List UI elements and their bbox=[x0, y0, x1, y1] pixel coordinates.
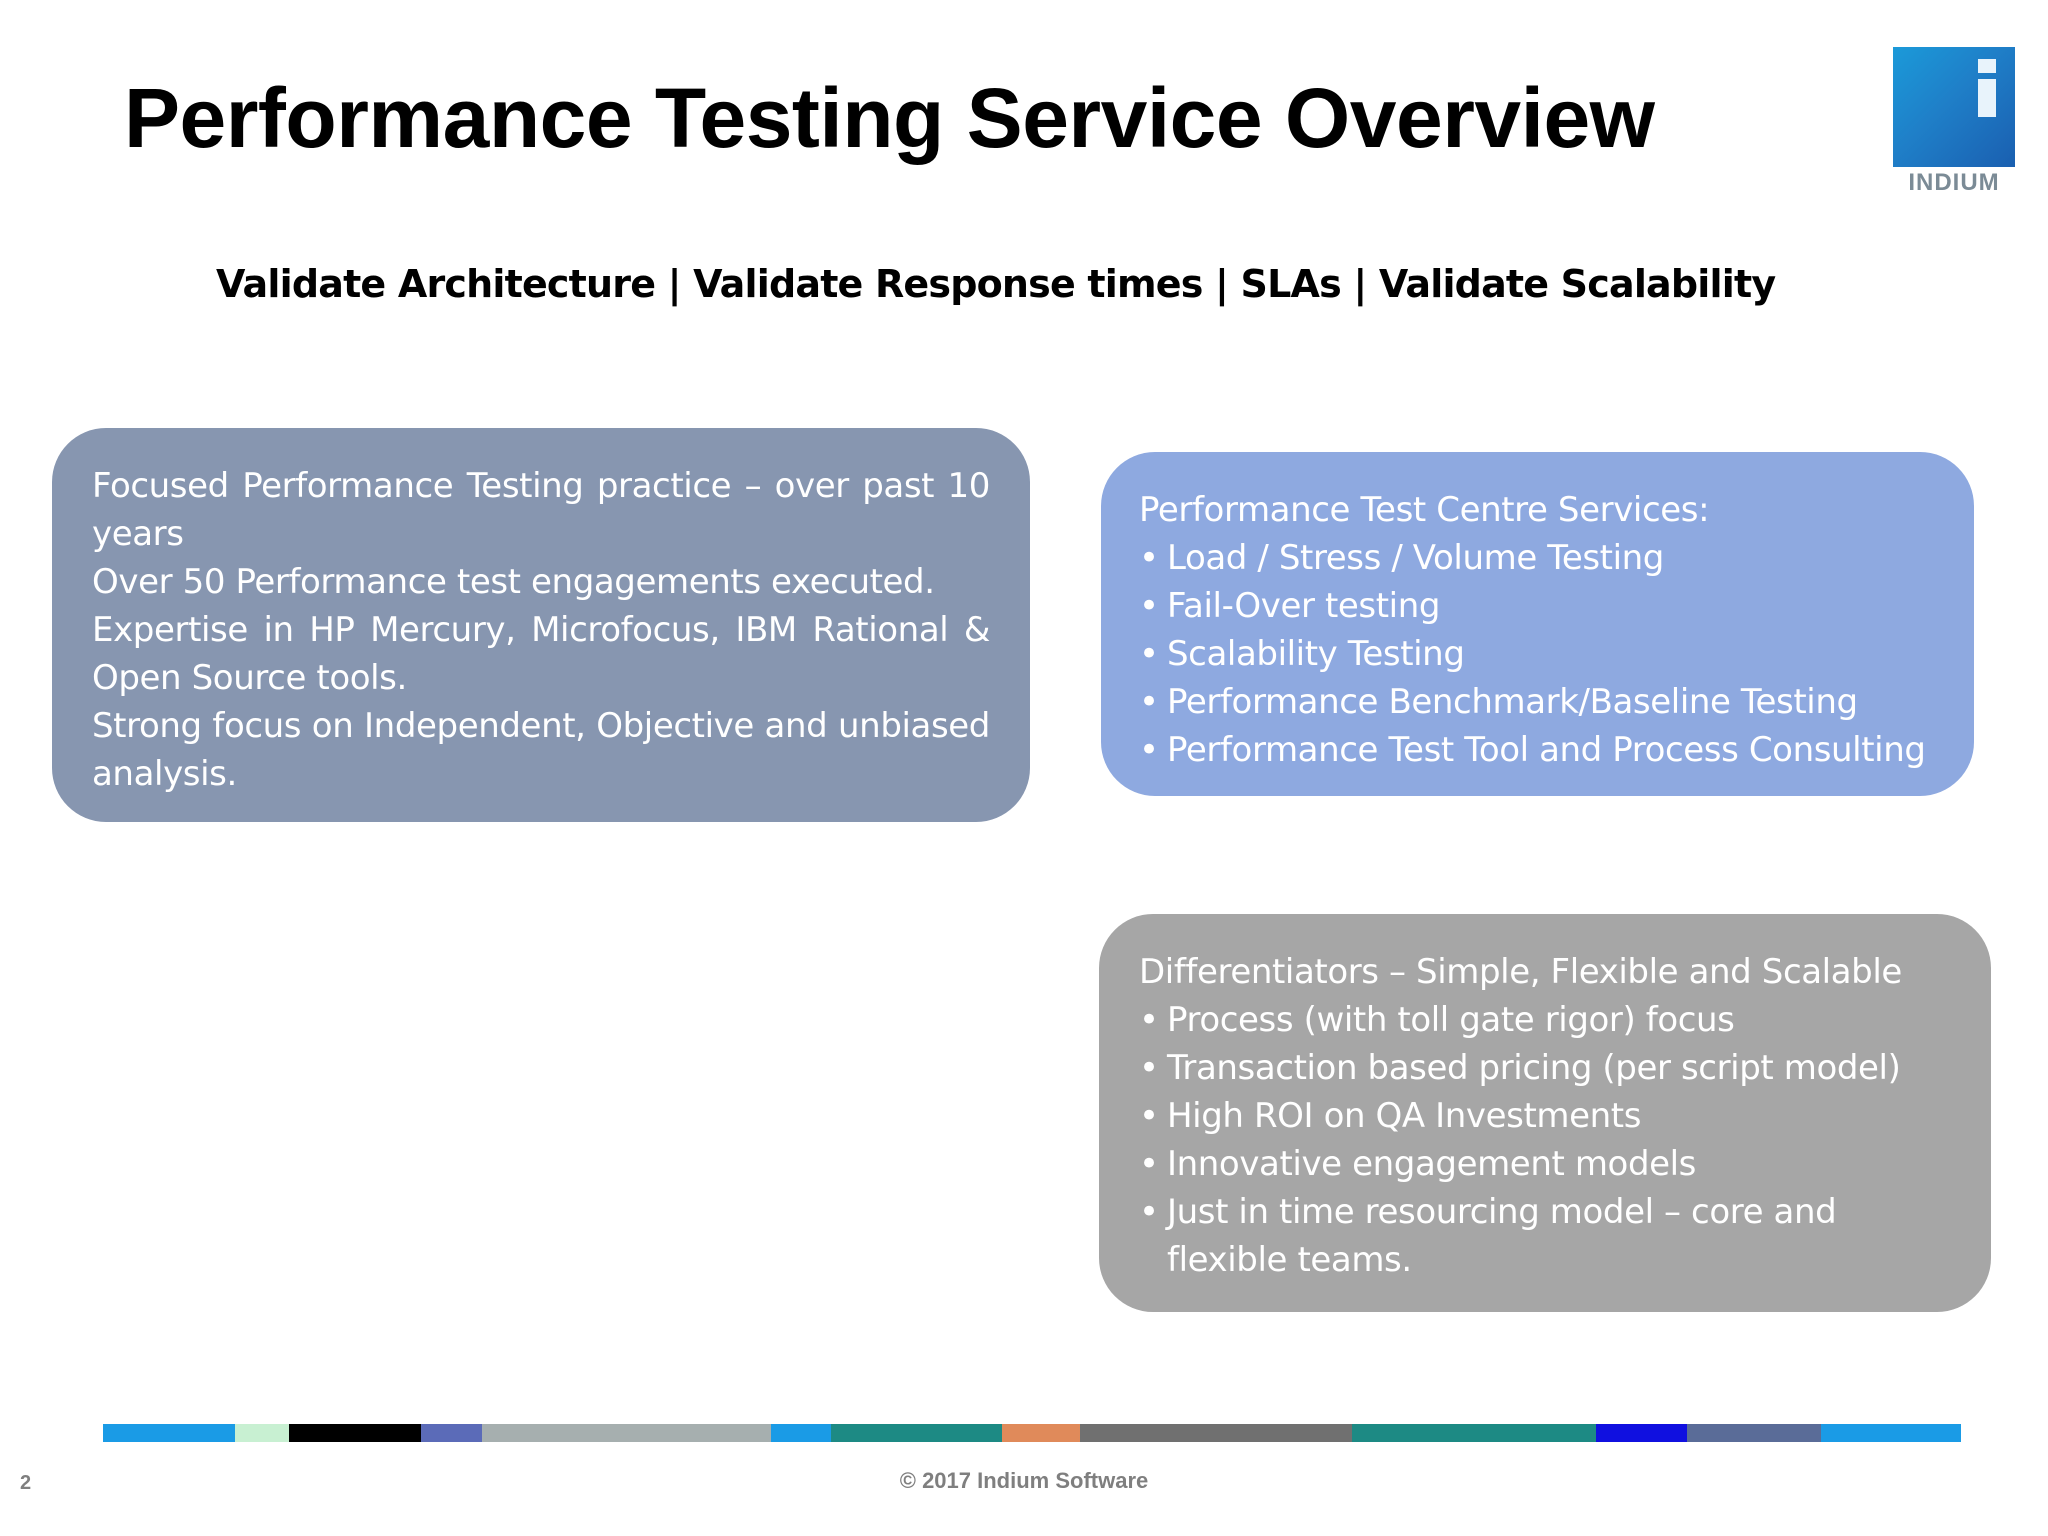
color-bar-segment bbox=[1002, 1424, 1080, 1442]
practice-summary-box: Focused Performance Testing practice – o… bbox=[52, 428, 1030, 822]
bullet-icon: • bbox=[1139, 1048, 1159, 1088]
color-bar-segment bbox=[1687, 1424, 1821, 1442]
list-item: • Scalability Testing bbox=[1139, 630, 1938, 678]
list-item-text: High ROI on QA Investments bbox=[1167, 1096, 1642, 1136]
list-item-text: Fail-Over testing bbox=[1167, 586, 1441, 626]
bullet-icon: • bbox=[1139, 538, 1159, 578]
services-list: • Load / Stress / Volume Testing • Fail-Ov… bbox=[1139, 534, 1938, 774]
bullet-icon: • bbox=[1139, 1144, 1159, 1184]
page-number: 2 bbox=[20, 1472, 32, 1494]
color-bar-segment bbox=[1821, 1424, 1961, 1442]
color-bar-segment bbox=[289, 1424, 421, 1442]
logo-i-glyph bbox=[1977, 59, 1997, 117]
list-item-text: Performance Benchmark/Baseline Testing bbox=[1167, 682, 1858, 722]
color-bar-segment bbox=[235, 1424, 289, 1442]
bullet-icon: • bbox=[1139, 634, 1159, 674]
differentiators-list: • Process (with toll gate rigor) focus • T… bbox=[1139, 996, 1955, 1284]
bullet-icon: • bbox=[1139, 682, 1159, 722]
list-item: • Transaction based pricing (per script m… bbox=[1139, 1044, 1955, 1092]
practice-paragraph: Strong focus on Independent, Objective a… bbox=[92, 706, 990, 794]
list-item: • Process (with toll gate rigor) focus bbox=[1139, 996, 1955, 1044]
color-bar-segment bbox=[771, 1424, 831, 1442]
list-item-text: Just in time resourcing model – core and… bbox=[1167, 1192, 1837, 1280]
logo-square-icon bbox=[1893, 47, 2015, 167]
slide-subtitle: Validate Architecture | Validate Respons… bbox=[216, 262, 1776, 306]
footer-color-bar bbox=[103, 1424, 1961, 1442]
color-bar-segment bbox=[103, 1424, 235, 1442]
bullet-icon: • bbox=[1139, 1000, 1159, 1040]
color-bar-segment bbox=[831, 1424, 1002, 1442]
list-item-text: Innovative engagement models bbox=[1167, 1144, 1696, 1184]
list-item: • Just in time resourcing model – core an… bbox=[1139, 1188, 1955, 1284]
slide-title: Performance Testing Service Overview bbox=[124, 71, 1655, 165]
list-item: • Fail-Over testing bbox=[1139, 582, 1938, 630]
practice-paragraph: Expertise in HP Mercury, Microfocus, IBM… bbox=[92, 610, 990, 698]
list-item-text: Performance Test Tool and Process Consul… bbox=[1167, 730, 1926, 770]
list-item-text: Transaction based pricing (per script mo… bbox=[1167, 1048, 1901, 1088]
list-item: • High ROI on QA Investments bbox=[1139, 1092, 1955, 1140]
color-bar-segment bbox=[1080, 1424, 1352, 1442]
list-item-text: Process (with toll gate rigor) focus bbox=[1167, 1000, 1735, 1040]
list-item: • Innovative engagement models bbox=[1139, 1140, 1955, 1188]
bullet-icon: • bbox=[1139, 1096, 1159, 1136]
color-bar-segment bbox=[1352, 1424, 1596, 1442]
list-item: • Performance Benchmark/Baseline Testing bbox=[1139, 678, 1938, 726]
bullet-icon: • bbox=[1139, 1192, 1159, 1232]
bullet-icon: • bbox=[1139, 730, 1159, 770]
differentiators-heading: Differentiators – Simple, Flexible and S… bbox=[1139, 952, 1902, 992]
list-item: • Performance Test Tool and Process Consu… bbox=[1139, 726, 1938, 774]
list-item: • Load / Stress / Volume Testing bbox=[1139, 534, 1938, 582]
color-bar-segment bbox=[1596, 1424, 1687, 1442]
list-item-text: Load / Stress / Volume Testing bbox=[1167, 538, 1664, 578]
color-bar-segment bbox=[421, 1424, 482, 1442]
bullet-icon: • bbox=[1139, 586, 1159, 626]
indium-logo: INDIUM bbox=[1893, 47, 2017, 197]
differentiators-box: Differentiators – Simple, Flexible and S… bbox=[1099, 914, 1991, 1312]
logo-text: INDIUM bbox=[1908, 169, 2000, 196]
color-bar-segment bbox=[482, 1424, 771, 1442]
practice-paragraph: Focused Performance Testing practice – o… bbox=[92, 466, 990, 554]
practice-paragraph: Over 50 Performance test engagements exe… bbox=[92, 562, 935, 602]
copyright-footer: © 2017 Indium Software bbox=[899, 1468, 1149, 1493]
list-item-text: Scalability Testing bbox=[1167, 634, 1465, 674]
services-box: Performance Test Centre Services: • Load … bbox=[1101, 452, 1974, 796]
services-heading: Performance Test Centre Services: bbox=[1139, 490, 1710, 530]
